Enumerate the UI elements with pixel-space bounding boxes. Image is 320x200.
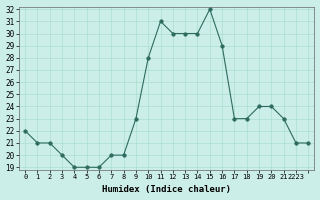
X-axis label: Humidex (Indice chaleur): Humidex (Indice chaleur) [102,185,231,194]
